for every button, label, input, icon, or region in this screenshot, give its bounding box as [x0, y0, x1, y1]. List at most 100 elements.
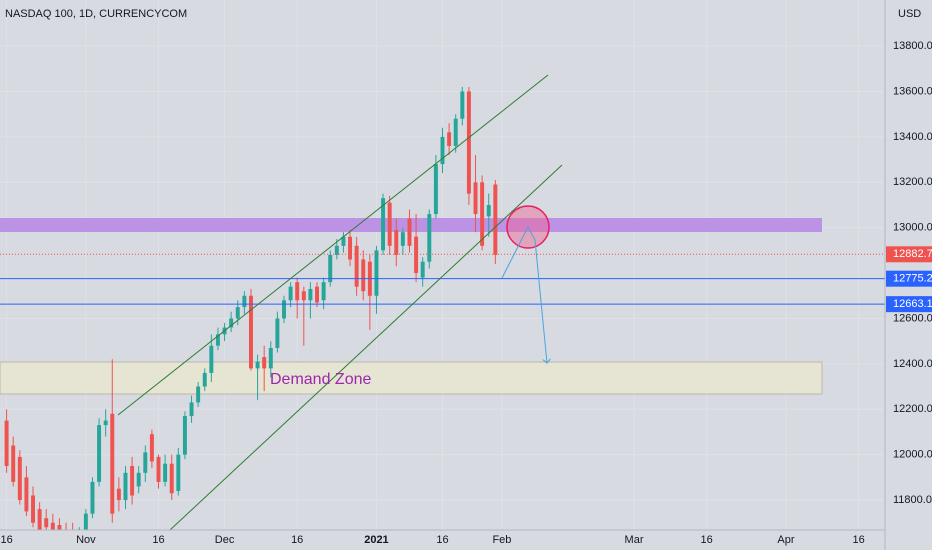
candle-body: [354, 245, 359, 287]
channel-upper: [117, 74, 549, 416]
candle-body: [50, 522, 55, 530]
candle-body: [453, 118, 458, 146]
candle-body: [288, 286, 293, 301]
candle-body: [301, 291, 306, 301]
candle-body: [196, 386, 201, 403]
candle-body: [182, 416, 187, 455]
x-tick-label: Dec: [215, 534, 235, 546]
projection-line: [501, 225, 536, 279]
candle-body: [466, 91, 471, 194]
candle-body: [169, 463, 174, 494]
candle-body: [321, 282, 326, 301]
price-tag: [886, 246, 932, 263]
candle-body: [229, 318, 234, 328]
candle-body: [143, 452, 148, 473]
candle-body: [24, 477, 29, 512]
candle-body: [262, 357, 267, 369]
candle-body: [163, 463, 168, 482]
x-tick-label: 16: [701, 534, 713, 546]
y-tick-label: 12400.0: [893, 358, 932, 370]
y-tick-label: 13200.0: [893, 176, 932, 188]
y-tick-label: 13800.0: [893, 40, 932, 52]
x-tick-label: 16: [436, 534, 448, 546]
candle-body: [136, 472, 141, 487]
candle-body: [282, 300, 286, 319]
x-tick-label: 2021: [364, 534, 388, 546]
candle-body: [348, 236, 353, 260]
annotation: Demand Zone: [270, 371, 371, 388]
candle-body: [460, 91, 465, 119]
axes: 11800.0 12000.0 12200.0 12400.0 12600.0 13000…: [0, 40, 932, 546]
candle-body: [189, 402, 194, 417]
candle-body: [248, 295, 253, 369]
candle-body: [209, 345, 214, 373]
candle-body: [123, 472, 128, 501]
candle-body: [149, 434, 154, 462]
candle-body: [414, 236, 419, 274]
y-tick-label: 13000.0: [893, 222, 932, 234]
price-tag-label: 12882.7: [893, 248, 932, 260]
price-tag-label: 12663.1: [893, 298, 932, 310]
x-tick-label: 16: [852, 534, 864, 546]
candle-body: [420, 261, 425, 278]
x-tick-label: Feb: [492, 534, 511, 546]
candle-body: [381, 198, 386, 251]
candle-body: [486, 204, 491, 217]
candle-body: [433, 164, 438, 215]
candles: [4, 86, 498, 530]
candle-body: [387, 202, 392, 246]
candle-body: [57, 525, 62, 530]
candle-body: [334, 245, 339, 255]
candle-body: [275, 318, 280, 348]
x-tick-label: 16: [291, 534, 303, 546]
candle-body: [361, 259, 366, 292]
candle-body: [215, 334, 220, 346]
candle-body: [295, 282, 300, 301]
y-tick-label: 12000.0: [893, 449, 932, 461]
y-tick-label: 12600.0: [893, 312, 932, 324]
candle-body: [90, 481, 95, 514]
candle-body: [394, 229, 399, 255]
x-tick-label: Nov: [76, 534, 96, 546]
candle-body: [374, 250, 379, 296]
candle-body: [242, 295, 247, 308]
candle-body: [4, 420, 9, 466]
candle-body: [328, 254, 333, 283]
candle-body: [493, 184, 498, 255]
candle-body: [400, 232, 405, 246]
candle-body: [103, 420, 108, 426]
candle-body: [440, 136, 445, 165]
candle-body: [130, 465, 135, 496]
price-tags: 12882.7 12775.2 12663.1: [886, 246, 932, 313]
candle-body: [37, 509, 42, 530]
drawings: Demand Zone: [117, 74, 563, 530]
drawings-back: [0, 218, 823, 395]
chart-title: NASDAQ 100, 1D, CURRENCYCOM: [5, 8, 187, 20]
price-tag: [886, 296, 932, 313]
candle-body: [315, 286, 319, 303]
candle-body: [480, 182, 485, 246]
candle-body: [156, 456, 161, 482]
candle-body: [17, 456, 22, 501]
y-tick-label: 12200.0: [893, 403, 932, 415]
candle-body: [97, 425, 102, 482]
candle-body: [447, 132, 452, 146]
x-tick-label: Apr: [777, 534, 794, 546]
candle-body: [31, 495, 36, 523]
candle-body: [255, 361, 260, 369]
candle-body: [341, 236, 346, 246]
candle-body: [268, 347, 273, 369]
y-tick-label: 13600.0: [893, 85, 932, 97]
y-tick-label: 13400.0: [893, 131, 932, 143]
candle-body: [44, 518, 49, 528]
x-tick-label: 16: [152, 534, 164, 546]
price-tag-label: 12775.2: [893, 273, 932, 285]
candle-body: [427, 214, 432, 262]
channel-lower: [169, 164, 563, 530]
x-tick-label: Mar: [625, 534, 644, 546]
candle-body: [308, 288, 313, 301]
candle-body: [176, 454, 181, 491]
candle-body: [407, 218, 412, 246]
